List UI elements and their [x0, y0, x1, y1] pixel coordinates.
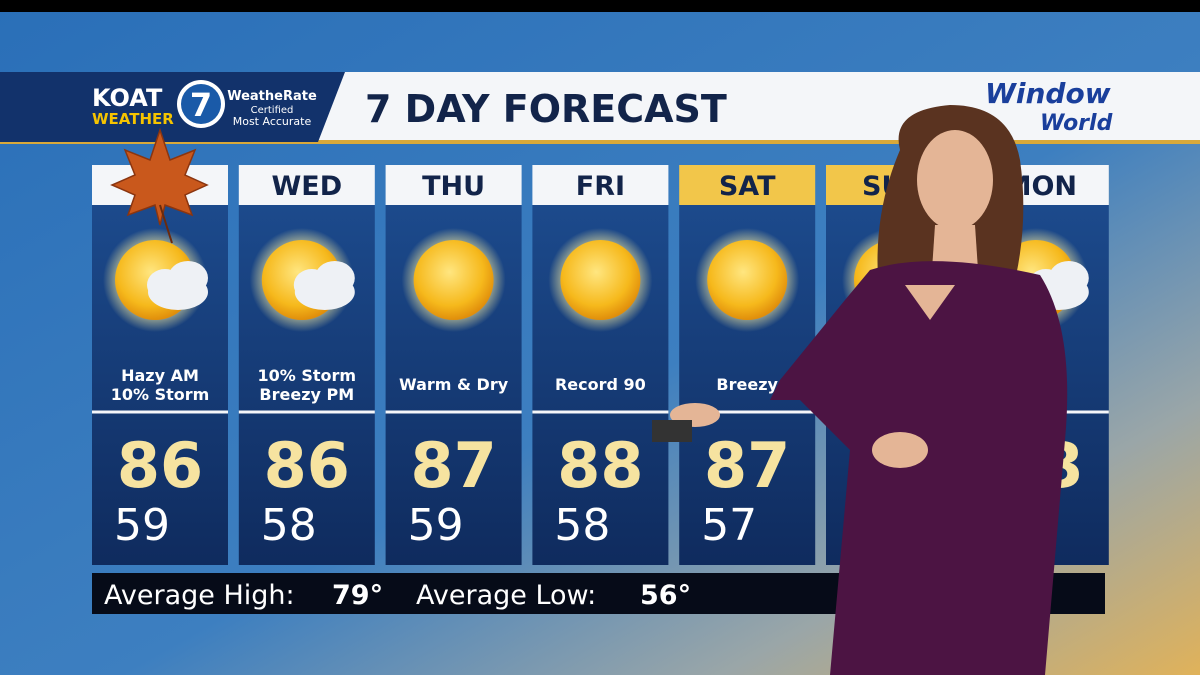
title: 7 DAY FORECAST [365, 87, 727, 131]
station-sub: WEATHER [92, 110, 174, 128]
channel: 7 [190, 86, 212, 124]
sun [707, 240, 788, 320]
rating-sub: Certified [251, 105, 294, 116]
avg-low-label: Average Low: [416, 580, 596, 611]
high-temp: 87 [704, 429, 790, 502]
face [917, 130, 993, 230]
presenter [652, 105, 1068, 675]
hand [872, 432, 928, 468]
station: KOAT [92, 84, 163, 112]
cloud [168, 261, 208, 295]
neckline [905, 285, 955, 320]
day-name: THU [422, 171, 485, 202]
leaf [110, 127, 209, 226]
high-temp: 86 [264, 429, 350, 502]
logo-block [0, 72, 345, 142]
cloud [1048, 261, 1089, 295]
high-temp: 86 [117, 429, 203, 502]
day-header [238, 165, 375, 205]
day-name: WED [271, 171, 342, 202]
sun [413, 240, 494, 320]
day-name: FRI [576, 171, 625, 202]
low-temp: 58 [261, 500, 317, 551]
condition: Breezy PM [259, 385, 354, 404]
high-temp: 88 [557, 429, 643, 502]
avg-high: 79° [332, 580, 383, 611]
top-bar [0, 0, 1200, 12]
low-temp: 59 [408, 500, 464, 551]
condition: Record 90 [555, 375, 646, 394]
day-name: SAT [719, 171, 776, 202]
avg-low: 56° [640, 580, 691, 611]
rating: WeatheRate [227, 89, 317, 104]
header-stripe [0, 140, 1200, 144]
day-header [385, 165, 522, 205]
dress [770, 261, 1068, 675]
avg-high-label: Average High: [104, 580, 295, 611]
condition: 10% Storm [111, 385, 210, 404]
condition: Warm & Dry [399, 375, 509, 394]
condition: Breezy [716, 375, 778, 394]
low-temp: 59 [114, 500, 170, 551]
condition: 10% Storm [258, 366, 357, 385]
day-header [532, 165, 669, 205]
high-temp: 87 [410, 429, 496, 502]
rating-sub: Most Accurate [233, 115, 312, 128]
day-header [679, 165, 816, 205]
sun [560, 240, 641, 320]
leaf-stem [159, 204, 173, 244]
sponsor: Window [985, 77, 1111, 110]
clicker [652, 420, 692, 442]
low-temp: 58 [554, 500, 610, 551]
logo-inner [181, 84, 221, 124]
cloud [314, 261, 355, 295]
sponsor: World [1040, 111, 1113, 136]
neck [932, 225, 978, 270]
maple-leaf [110, 127, 209, 244]
condition: Hazy AM [121, 366, 199, 385]
low-temp: 57 [701, 500, 757, 551]
